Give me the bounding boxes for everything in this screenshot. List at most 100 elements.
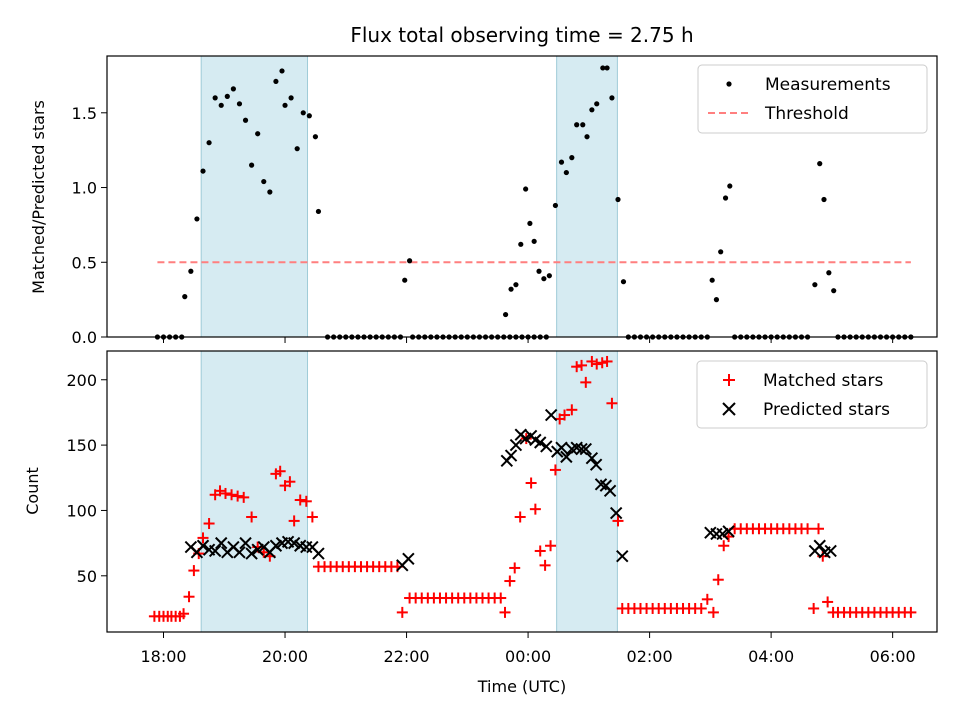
matched-star-point — [571, 361, 583, 373]
predicted-marker-b — [312, 547, 325, 560]
predicted-star-point — [509, 438, 523, 452]
top-shaded-regions — [200, 55, 618, 338]
measurement-point — [552, 202, 559, 209]
measurement-point — [817, 161, 823, 167]
matched-star-point — [695, 602, 707, 614]
predicted-marker-b — [594, 478, 608, 491]
measurement-point — [541, 276, 547, 282]
measurement-point — [718, 249, 724, 255]
legend-matched-marker — [723, 374, 735, 386]
predicted-marker-b — [215, 536, 228, 550]
measurement-point — [831, 288, 837, 294]
matched-star-point — [529, 503, 541, 515]
matched-star-point — [808, 602, 820, 614]
predicted-marker-b — [813, 539, 826, 552]
measurement-point — [589, 107, 595, 113]
matched-star-point — [197, 532, 209, 544]
bottom-plot-frame — [106, 350, 938, 633]
matched-star-points — [148, 355, 917, 622]
predicted-marker-b — [287, 536, 301, 550]
predicted-star-point — [233, 546, 246, 559]
matched-star-point — [178, 608, 190, 620]
measurement-point — [523, 186, 529, 192]
predicted-marker-b — [560, 450, 573, 464]
matched-star-point — [525, 477, 537, 489]
predicted-marker-b — [281, 535, 295, 549]
predicted-star-points — [184, 408, 837, 572]
matched-star-point — [306, 511, 318, 523]
measurement-point — [594, 101, 600, 107]
measurement-point — [224, 93, 230, 99]
predicted-marker-b — [245, 547, 258, 560]
top-y-axis: 0.0 0.5 1.0 1.5 — [72, 104, 107, 347]
measurement-point — [527, 220, 533, 227]
measurement-point — [584, 134, 590, 140]
predicted-star-point — [504, 449, 518, 462]
measurement-point — [194, 216, 200, 222]
measurement-point — [182, 294, 188, 300]
predicted-star-point — [575, 442, 588, 456]
matched-star-point — [284, 476, 296, 488]
predicted-star-point — [534, 436, 547, 449]
measurement-point — [563, 169, 569, 176]
y-tick-label: 0.0 — [72, 328, 97, 347]
x-tick-label: 18:00 — [140, 647, 186, 666]
y-tick-label: 100 — [66, 501, 97, 520]
y-tick-label: 150 — [66, 436, 97, 455]
measurement-point — [620, 279, 627, 285]
matched-star-point — [813, 523, 825, 535]
predicted-star-point — [560, 450, 573, 464]
predicted-marker-b — [722, 525, 735, 538]
shaded-region — [556, 350, 618, 633]
matched-star-point — [274, 465, 286, 477]
measurement-point — [518, 241, 524, 247]
measurement-point — [580, 122, 586, 128]
matched-star-point — [566, 404, 578, 416]
measurement-point — [508, 286, 514, 292]
predicted-marker-b — [227, 540, 240, 554]
predicted-star-point — [589, 458, 603, 471]
measurement-point — [188, 268, 194, 274]
bottom-panel: 50 100 150 200 18:00 20:00 22:00 00:00 02:00 04:… — [23, 350, 938, 696]
predicted-marker-b — [233, 546, 246, 559]
x-tick-label: 06:00 — [870, 647, 916, 666]
matched-star-point — [539, 559, 551, 571]
bottom-x-axis: 18:00 20:00 22:00 00:00 02:00 04:00 06:00 — [140, 632, 916, 666]
legend-predicted-label: Predicted stars — [763, 400, 890, 420]
top-y-axis-label: Matched/Predicted stars — [29, 100, 48, 294]
predicted-marker-b — [257, 540, 270, 554]
x-tick-label: 04:00 — [748, 647, 794, 666]
matched-star-point — [701, 593, 713, 605]
matched-star-point — [226, 489, 238, 501]
measurement-point — [812, 282, 818, 288]
measurement-point — [279, 68, 285, 74]
matched-star-point — [219, 487, 231, 499]
matched-star-point — [712, 574, 724, 586]
y-tick-label: 1.0 — [72, 179, 97, 198]
predicted-marker-b — [575, 442, 588, 456]
predicted-star-point — [239, 536, 252, 550]
shaded-region — [200, 55, 309, 338]
predicted-star-point — [544, 408, 558, 422]
x-tick-label: 02:00 — [627, 647, 673, 666]
measurement-point — [273, 78, 279, 85]
bottom-shaded-regions — [200, 350, 618, 633]
measurement-point — [306, 113, 312, 119]
predicted-marker-b — [196, 539, 210, 552]
measurement-point — [249, 162, 255, 168]
predicted-star-point — [813, 539, 826, 552]
predicted-marker-b — [616, 549, 629, 563]
predicted-star-point — [215, 536, 228, 550]
measurement-point — [569, 155, 575, 161]
top-x-tick-marks — [163, 337, 894, 343]
measurement-point — [312, 134, 319, 140]
predicted-star-point — [585, 451, 599, 465]
chart-title: Flux total observing time = 2.75 h — [350, 23, 693, 47]
measurement-point — [267, 189, 273, 195]
predicted-marker-b — [589, 458, 603, 471]
measurement-point — [236, 101, 243, 107]
top-legend-box — [697, 64, 928, 134]
y-tick-label: 0.5 — [72, 253, 97, 272]
measurement-point — [727, 183, 733, 189]
